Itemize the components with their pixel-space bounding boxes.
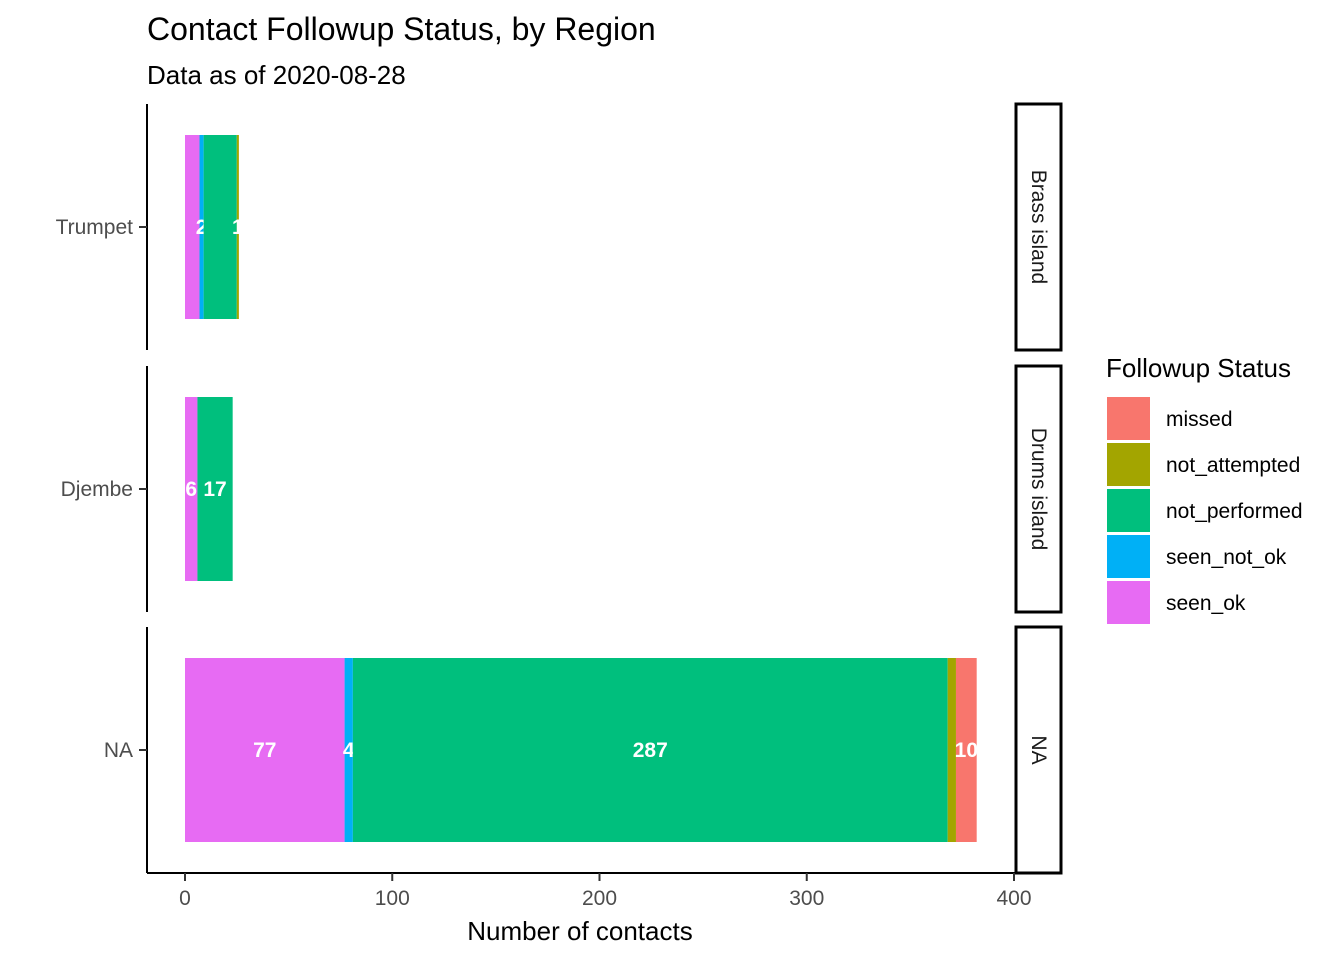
x-tick-label: 0 xyxy=(179,887,191,910)
data-label: 17 xyxy=(203,478,226,501)
chart-title: Contact Followup Status, by Region xyxy=(147,11,656,47)
data-label: 2 xyxy=(196,216,208,239)
data-label: 77 xyxy=(253,739,276,762)
legend-key-seen-not-ok xyxy=(1107,535,1150,578)
legend-key-seen-ok xyxy=(1107,581,1150,624)
facet-panel: Djembe 6 17 Drums island xyxy=(61,364,1063,614)
x-tick-label: 200 xyxy=(582,887,617,910)
bar-segment-not-attempted xyxy=(236,135,239,319)
chart-subtitle: Data as of 2020-08-28 xyxy=(147,60,406,90)
bar-segment-seen-ok xyxy=(185,397,198,581)
legend-key-missed xyxy=(1107,397,1150,440)
data-label: 1 xyxy=(232,216,244,239)
bar-segment-not-performed xyxy=(352,658,948,842)
legend-label: seen_not_ok xyxy=(1166,546,1287,569)
data-label: 6 xyxy=(185,478,197,501)
legend-label: missed xyxy=(1166,408,1233,431)
x-axis-title: Number of contacts xyxy=(467,916,692,946)
bar-segment-missed xyxy=(955,658,977,842)
facet-panel: NA 77 4 287 10 NA xyxy=(104,625,1063,875)
legend-key-not-performed xyxy=(1107,489,1150,532)
facet-strip-label: Drums island xyxy=(1027,428,1050,551)
bar-segment-seen-not-ok xyxy=(344,658,353,842)
bar-segment-not-attempted xyxy=(947,658,956,842)
data-label: 10 xyxy=(955,739,978,762)
bar-segment-not-performed xyxy=(197,397,233,581)
x-axis: 0 100 200 300 400 xyxy=(147,872,1061,910)
y-tick-label: Trumpet xyxy=(56,216,134,239)
facet-panel: Trumpet 2 1 Brass island xyxy=(56,102,1063,352)
legend: Followup Status missed not_attempted not_p… xyxy=(1106,353,1303,624)
x-tick-label: 300 xyxy=(789,887,824,910)
facet-strip xyxy=(1014,364,1063,614)
facet-strip-label: Brass island xyxy=(1027,170,1050,284)
data-label: 4 xyxy=(343,739,355,762)
facet-strip-label: NA xyxy=(1027,735,1050,764)
legend-title: Followup Status xyxy=(1106,353,1291,383)
bar-segment-not-performed xyxy=(203,135,237,319)
x-tick-label: 400 xyxy=(996,887,1031,910)
legend-label: not_attempted xyxy=(1166,454,1300,477)
facet-panels: Trumpet 2 1 Brass island Djembe 6 17 Drums isla… xyxy=(56,102,1063,875)
y-tick-label: NA xyxy=(104,739,133,762)
facet-strip xyxy=(1014,625,1063,875)
bar-segment-seen-ok xyxy=(185,658,345,842)
legend-key-not-attempted xyxy=(1107,443,1150,486)
legend-label: not_performed xyxy=(1166,500,1303,523)
bar-segment-seen-ok xyxy=(185,135,200,319)
y-tick-label: Djembe xyxy=(61,478,133,501)
bar-segment-seen-not-ok xyxy=(199,135,204,319)
data-label: 287 xyxy=(633,739,668,762)
x-tick-label: 100 xyxy=(375,887,410,910)
facet-strip xyxy=(1014,102,1063,352)
legend-label: seen_ok xyxy=(1166,592,1246,615)
